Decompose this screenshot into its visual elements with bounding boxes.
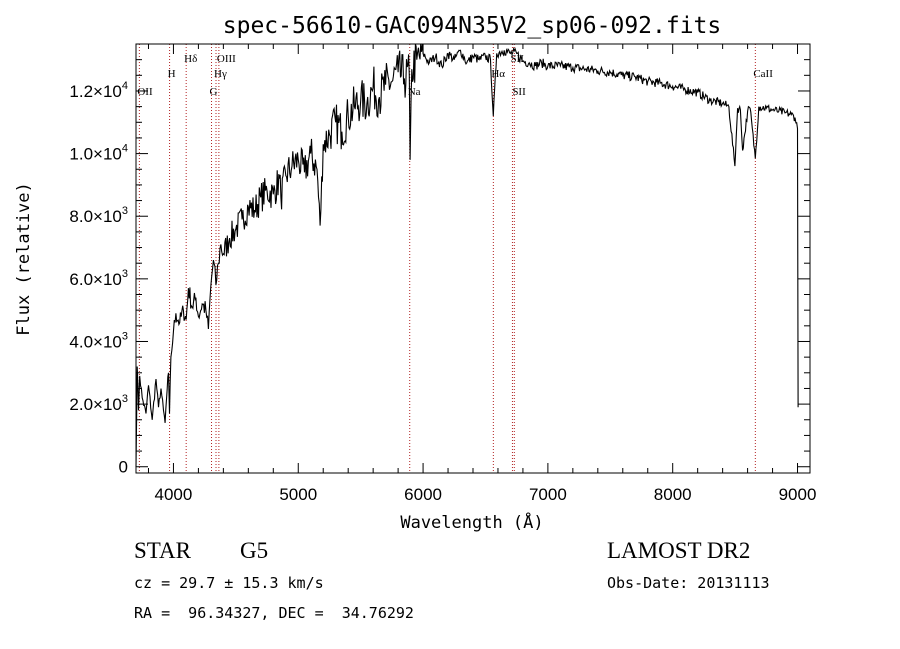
line-label-caii: CaII — [753, 68, 773, 80]
spectral-line-markers — [138, 44, 756, 473]
y-tick-label: 6.0×103 — [69, 268, 128, 289]
x-tick-label: 6000 — [404, 485, 442, 504]
chart-title: spec-56610-GAC094N35V2_sp06-092.fits — [223, 13, 722, 39]
line-label-h: H — [168, 68, 176, 80]
line-label-g: G — [210, 86, 218, 98]
line-label-oiii: OIII — [217, 53, 236, 65]
y-tick-label: 1.0×104 — [69, 143, 128, 164]
x-tick-label: 5000 — [279, 485, 317, 504]
y-tick-label: 2.0×103 — [69, 393, 128, 414]
x-tick-label: 9000 — [779, 485, 817, 504]
line-label-hγ: Hγ — [214, 68, 227, 80]
redshift-value: cz = 29.7 ± 15.3 km/s — [134, 574, 324, 592]
x-tick-label: 4000 — [155, 485, 193, 504]
line-label-sii: SII — [512, 86, 526, 98]
y-axis-label: Flux (relative) — [14, 182, 34, 336]
x-axis-ticks: 4000 5000 6000 7000 8000 9000 — [147, 44, 817, 504]
line-label-hα: Hα — [491, 68, 505, 80]
plot-frame — [135, 43, 811, 474]
x-axis-label: Wavelength (Å) — [400, 511, 543, 533]
spectrum-line — [135, 43, 799, 467]
y-axis-ticks: 0 2.0×103 4.0×103 6.0×103 8.0×103 1.0×104 1.2×… — [69, 59, 810, 477]
survey-name: LAMOST DR2 — [607, 538, 751, 563]
coordinates: RA = 96.34327, DEC = 34.76292 — [134, 604, 414, 622]
y-tick-label: 0 — [119, 458, 128, 477]
line-label-oii: OII — [137, 86, 153, 98]
object-class: STAR — [134, 538, 191, 563]
y-tick-label: 1.2×104 — [69, 80, 128, 101]
x-tick-label: 7000 — [529, 485, 567, 504]
y-tick-label: 8.0×103 — [69, 205, 128, 226]
obs-date: Obs-Date: 20131113 — [607, 574, 770, 592]
x-tick-label: 8000 — [654, 485, 692, 504]
y-tick-label: 4.0×103 — [69, 330, 128, 351]
subclass: G5 — [240, 538, 269, 563]
line-label-hδ: Hδ — [184, 53, 197, 65]
